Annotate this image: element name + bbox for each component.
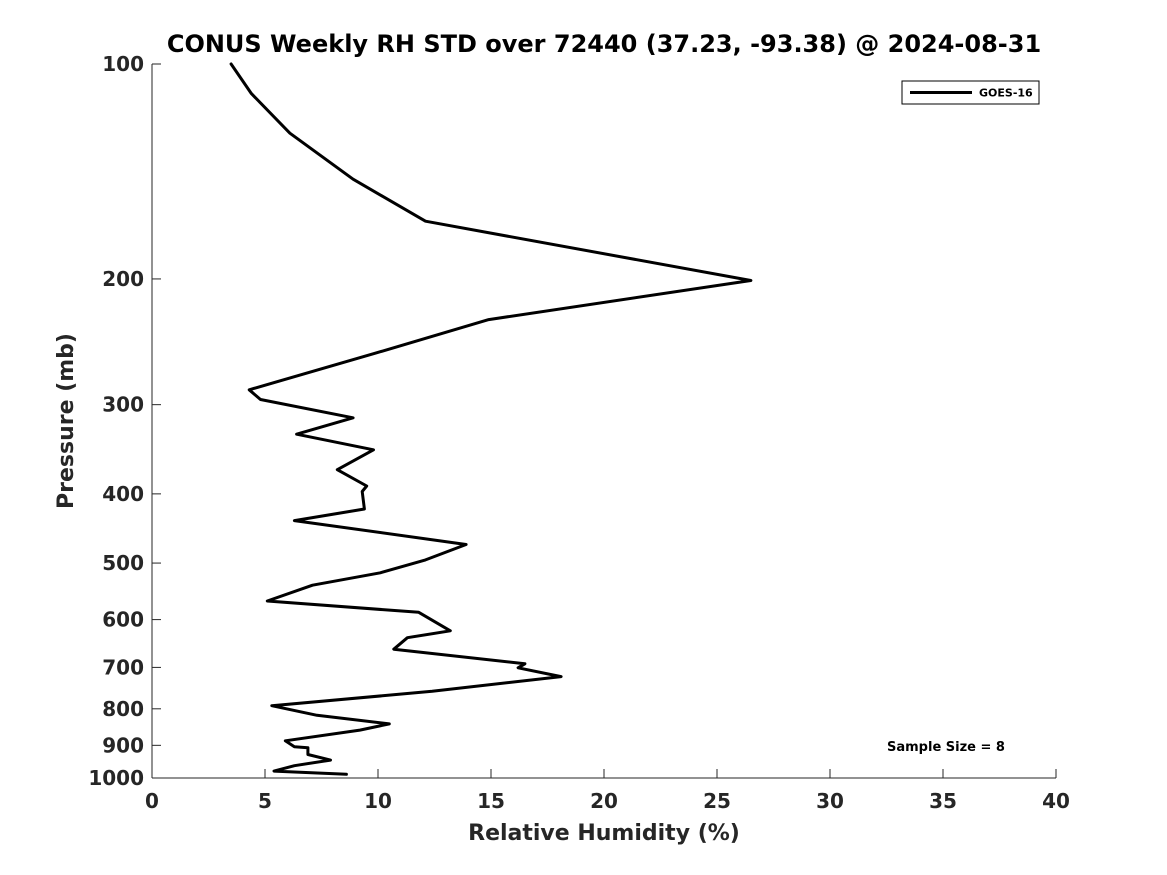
x-tick-label-35: 35 [929,789,957,813]
y-tick-label-600: 600 [102,608,144,632]
x-tick-label-40: 40 [1042,789,1070,813]
x-tick-label-0: 0 [145,789,159,813]
y-tick-label-500: 500 [102,551,144,575]
y-tick-label-700: 700 [102,655,144,679]
legend-entry-goes-16: GOES-16 [979,87,1033,100]
x-tick-label-20: 20 [590,789,618,813]
x-axis-label: Relative Humidity (%) [468,821,740,846]
x-tick-label-5: 5 [258,789,272,813]
x-axis-ticks: 0 5 10 15 20 25 30 35 40 [145,769,1070,813]
sample-size-annotation: Sample Size = 8 [887,740,1005,755]
y-tick-label-900: 900 [102,733,144,757]
y-tick-label-800: 800 [102,697,144,721]
y-axis-label: Pressure (mb) [54,333,79,509]
y-tick-label-400: 400 [102,482,144,506]
y-tick-label-1000: 1000 [88,766,144,790]
y-axis-ticks: 100 200 300 400 500 600 700 800 900 1000 [88,52,161,790]
y-tick-label-100: 100 [102,52,144,76]
x-tick-label-10: 10 [364,789,392,813]
legend: GOES-16 [901,80,1040,105]
chart-title: CONUS Weekly RH STD over 72440 (37.23, -… [167,30,1041,58]
x-tick-label-30: 30 [816,789,844,813]
series-line-goes-16 [229,62,753,776]
x-tick-label-25: 25 [703,789,731,813]
y-tick-label-300: 300 [102,393,144,417]
y-tick-label-200: 200 [102,267,144,291]
x-tick-label-15: 15 [477,789,505,813]
